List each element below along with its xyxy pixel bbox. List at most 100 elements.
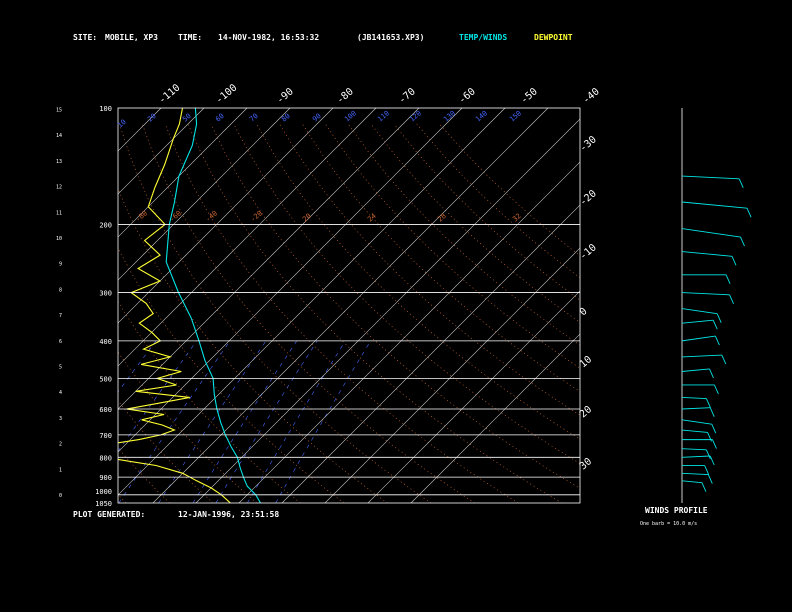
mixing-ratio-label: 140 (474, 109, 489, 123)
wind-barb-flag (711, 423, 717, 434)
dry-adiabat (347, 123, 580, 346)
wind-barb (681, 472, 709, 476)
legend-dewpoint: DEWPOINT (534, 33, 573, 42)
wind-barb-flag (709, 455, 715, 466)
dry-adiabat-label: 28 (436, 212, 448, 224)
wind-barb-flag (701, 482, 707, 492)
height-tick-label: 2 (59, 442, 62, 448)
isotherm-line (118, 108, 420, 410)
dry-adiabat-label: -20 (249, 209, 264, 223)
height-tick-label: 3 (59, 416, 62, 422)
height-tick-label: 0 (59, 493, 62, 499)
isotherm-right-label: -10 (578, 242, 599, 262)
mixing-ratio-line (158, 340, 267, 503)
dry-adiabat (118, 447, 170, 503)
height-tick-label: 5 (59, 365, 62, 371)
isotherm-line (118, 108, 205, 195)
pressure-tick-label: 400 (99, 338, 112, 346)
winds-profile-note: One barb = 10.0 m/s (640, 521, 698, 527)
mixing-ratio-label: 20 (146, 112, 158, 124)
wind-barb (681, 448, 707, 451)
wind-barb (681, 455, 711, 458)
isotherm-line (367, 290, 580, 503)
height-tick-label: 10 (56, 236, 62, 242)
wind-barb-flag (709, 368, 714, 379)
temperature-profile (165, 108, 261, 503)
pressure-tick-label: 700 (99, 432, 112, 440)
wind-barb (681, 368, 710, 372)
pressure-tick-label: 1000 (95, 488, 112, 496)
mixing-ratio-line (215, 340, 318, 503)
wind-barb-flag (709, 407, 715, 417)
wind-barb-flag (731, 256, 737, 266)
dry-adiabat-label: 32 (511, 212, 523, 224)
dry-adiabat (325, 123, 580, 369)
wind-barb (681, 396, 707, 399)
dry-adiabat (256, 123, 580, 440)
wind-barb-flag (705, 449, 711, 460)
mixing-ratio-line (247, 340, 346, 503)
wind-barb-flag (713, 384, 719, 395)
isotherm-line (118, 108, 334, 324)
height-tick-label: 1 (59, 467, 62, 473)
dry-adiabat (0, 124, 82, 503)
site-value: MOBILE, XP3 (105, 33, 158, 42)
wind-barb-flag (712, 320, 718, 330)
wind-barb (681, 308, 718, 315)
wind-barb-flag (725, 274, 731, 285)
plot-area (0, 108, 580, 503)
winds-profile-title: WINDS PROFILE (645, 506, 708, 515)
isotherm-line (118, 108, 377, 367)
mixing-ratio-label: 50 (181, 112, 193, 124)
wind-barb-flag (729, 294, 734, 304)
mixing-ratio-label: 60 (214, 112, 226, 124)
dry-adiabat (416, 123, 580, 279)
dry-adiabat (393, 123, 580, 301)
wind-barb (681, 201, 748, 209)
dry-adiabat (439, 123, 580, 257)
height-tick-label: 6 (59, 339, 62, 345)
wind-barb (681, 175, 740, 180)
isotherm-line (0, 108, 75, 503)
dry-adiabat (187, 123, 563, 503)
dry-adiabat-label: -60 (168, 209, 183, 223)
dry-adiabat (279, 123, 580, 416)
wind-barb-flag (714, 335, 720, 346)
dry-adiabat (118, 187, 388, 503)
mixing-ratio-label: 10 (116, 118, 128, 130)
dry-adiabat (119, 123, 432, 503)
wind-barb (681, 429, 708, 433)
isotherm-top-label: -40 (581, 86, 602, 106)
wind-barb-flag (704, 465, 710, 475)
wind-barb-flag (705, 398, 711, 408)
mixing-ratio-label: 70 (248, 112, 260, 124)
isotherm-right-label: -30 (578, 134, 599, 154)
dry-adiabat-label: 24 (366, 212, 378, 224)
wind-barb (681, 419, 712, 425)
mixing-ratio-label: 100 (343, 109, 358, 123)
height-tick-label: 15 (56, 108, 62, 114)
isotherm-line (118, 108, 248, 238)
pressure-tick-label: 600 (99, 406, 112, 414)
isotherm-line (238, 161, 580, 503)
plot-generated-label: PLOT GENERATED: (73, 510, 146, 519)
mixing-ratio-line (192, 340, 297, 503)
wind-barb (681, 228, 741, 238)
height-tick-label: 14 (56, 133, 62, 139)
dry-adiabat-label: 20 (301, 212, 313, 224)
height-tick-label: 11 (56, 210, 62, 216)
isotherm-line (118, 108, 506, 496)
dry-adiabat (141, 123, 475, 503)
isotherm-top-label: -110 (157, 82, 183, 106)
mixing-ratio-line (118, 340, 157, 393)
pressure-tick-label: 300 (99, 290, 112, 298)
isotherm-top-label: -70 (397, 86, 418, 106)
isotherm-line (324, 247, 580, 503)
height-tick-label: 12 (56, 185, 62, 191)
file-value: (JB141653.XP3) (357, 33, 425, 42)
mixing-ratio-label: 110 (376, 109, 391, 123)
isotherm-right-label: -20 (578, 188, 599, 208)
pressure-tick-label: 200 (99, 221, 112, 229)
wind-barb (681, 407, 711, 410)
